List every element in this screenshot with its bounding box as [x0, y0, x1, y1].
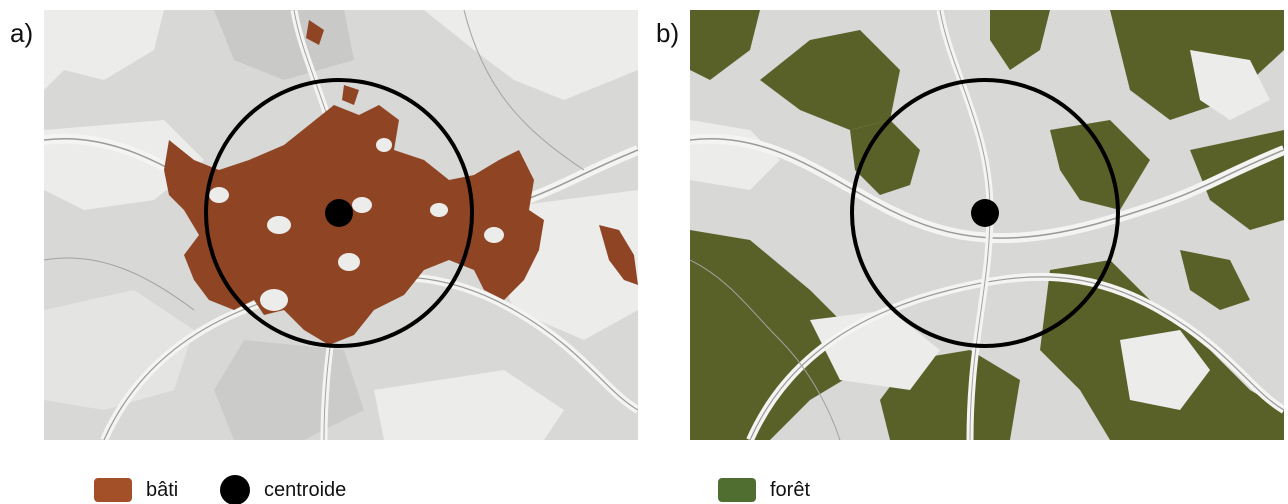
map-a-buffer-circle [204, 78, 474, 348]
legend-item-centroide: centroide [220, 475, 346, 504]
legend-bati-swatch [94, 478, 132, 502]
map-a-built-area [164, 105, 544, 345]
map-a-light-area [424, 10, 638, 100]
legend-bati-label: bâti [146, 478, 179, 501]
map-a-gap [209, 187, 229, 203]
map-a-road [44, 257, 195, 311]
map-b-light-area [1120, 330, 1210, 410]
map-a-gap [430, 203, 448, 217]
map-a-centroid [325, 199, 353, 227]
map-b-road [690, 259, 841, 440]
map-b-forest-area [850, 120, 920, 195]
map-a-built-area [342, 85, 359, 105]
legend-item-bati: bâti [94, 478, 178, 502]
legend-foret-label: forêt [770, 478, 811, 501]
map-a-gap [260, 289, 288, 311]
panel-b-label: b) [656, 18, 680, 48]
map-a-light-area [44, 10, 164, 90]
map-b-buffer-circle [850, 78, 1120, 348]
map-b-road [690, 138, 1284, 239]
map-a-light-area [44, 290, 194, 410]
map-b-road [749, 276, 1284, 440]
map-panel-b [690, 10, 1284, 440]
map-a-light-area [374, 370, 564, 440]
map-a-gap [352, 197, 372, 213]
map-a-gap [267, 216, 291, 234]
map-b-svg [690, 10, 1284, 440]
map-a-built-area [306, 20, 324, 45]
map-a-built-area [599, 225, 638, 285]
map-b-light-area [1190, 50, 1270, 120]
map-b-forest-area [1180, 250, 1250, 310]
panel-a-label: a) [10, 18, 34, 48]
map-b-forest-area [1050, 120, 1150, 210]
legend-item-foret: forêt [718, 478, 810, 502]
legend-centroide-label: centroide [264, 478, 347, 501]
map-a-svg [44, 10, 638, 440]
legend-centroide-dot [220, 475, 250, 504]
map-b-forest-area [990, 10, 1050, 70]
map-a-gap [338, 253, 360, 271]
map-b-forest-area [690, 10, 760, 80]
map-b-centroid [971, 199, 999, 227]
map-a-road [463, 10, 585, 171]
map-panel-a [44, 10, 638, 440]
map-a-gap [376, 138, 392, 152]
map-b-forest-area [760, 30, 900, 130]
legend-foret-swatch [718, 478, 756, 502]
map-a-gap [484, 227, 504, 243]
